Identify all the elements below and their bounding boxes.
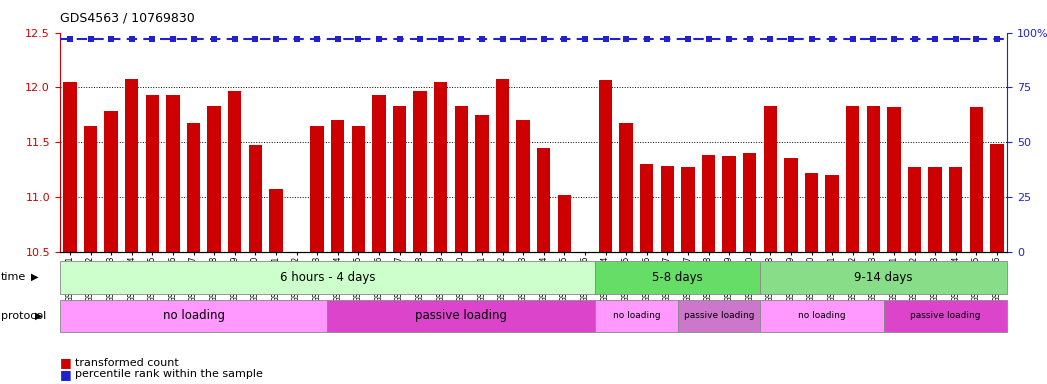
Bar bbox=[63, 82, 76, 252]
Text: no loading: no loading bbox=[798, 311, 846, 320]
Bar bbox=[146, 95, 159, 252]
Bar bbox=[805, 173, 818, 252]
Bar bbox=[760, 300, 884, 332]
Text: percentile rank within the sample: percentile rank within the sample bbox=[75, 369, 263, 379]
Bar bbox=[186, 124, 200, 252]
Text: time: time bbox=[1, 272, 26, 282]
Text: passive loading: passive loading bbox=[416, 310, 508, 322]
Bar bbox=[990, 144, 1004, 252]
Bar bbox=[435, 82, 447, 252]
Bar bbox=[620, 124, 632, 252]
Text: 6 hours - 4 days: 6 hours - 4 days bbox=[280, 271, 375, 284]
Text: ▶: ▶ bbox=[35, 311, 42, 321]
Bar bbox=[373, 95, 385, 252]
Bar bbox=[722, 156, 736, 252]
Bar bbox=[867, 106, 881, 252]
Bar bbox=[60, 261, 596, 294]
Bar bbox=[846, 106, 860, 252]
Bar bbox=[393, 106, 406, 252]
Bar bbox=[596, 300, 677, 332]
Bar bbox=[701, 155, 715, 252]
Bar bbox=[328, 300, 596, 332]
Bar bbox=[596, 261, 760, 294]
Bar bbox=[125, 79, 138, 252]
Text: ■: ■ bbox=[60, 368, 71, 381]
Bar bbox=[475, 115, 489, 252]
Text: 9-14 days: 9-14 days bbox=[854, 271, 913, 284]
Bar bbox=[537, 147, 551, 252]
Bar bbox=[496, 79, 509, 252]
Text: ■: ■ bbox=[60, 356, 71, 369]
Bar bbox=[929, 167, 942, 252]
Text: ▶: ▶ bbox=[31, 272, 39, 282]
Bar bbox=[311, 126, 324, 252]
Bar bbox=[784, 159, 798, 252]
Bar bbox=[60, 300, 328, 332]
Text: 5-8 days: 5-8 days bbox=[652, 271, 703, 284]
Bar bbox=[166, 95, 180, 252]
Text: transformed count: transformed count bbox=[75, 358, 179, 368]
Bar bbox=[743, 153, 756, 252]
Bar bbox=[908, 167, 921, 252]
Bar bbox=[640, 164, 653, 252]
Bar bbox=[454, 106, 468, 252]
Text: passive loading: passive loading bbox=[684, 311, 754, 320]
Bar bbox=[887, 107, 900, 252]
Bar bbox=[949, 167, 962, 252]
Text: protocol: protocol bbox=[1, 311, 46, 321]
Bar bbox=[884, 300, 1007, 332]
Bar bbox=[207, 106, 221, 252]
Text: no loading: no loading bbox=[162, 310, 224, 322]
Bar bbox=[970, 107, 983, 252]
Bar bbox=[760, 261, 1007, 294]
Text: no loading: no loading bbox=[612, 311, 661, 320]
Bar bbox=[677, 300, 760, 332]
Bar bbox=[682, 167, 694, 252]
Bar bbox=[558, 195, 571, 252]
Bar bbox=[269, 189, 283, 252]
Bar bbox=[352, 126, 365, 252]
Bar bbox=[661, 166, 674, 252]
Bar bbox=[249, 146, 262, 252]
Text: passive loading: passive loading bbox=[910, 311, 981, 320]
Bar bbox=[331, 120, 344, 252]
Bar bbox=[414, 91, 427, 252]
Bar bbox=[516, 120, 530, 252]
Bar bbox=[105, 111, 118, 252]
Bar bbox=[763, 106, 777, 252]
Bar bbox=[599, 80, 612, 252]
Text: GDS4563 / 10769830: GDS4563 / 10769830 bbox=[60, 12, 195, 25]
Bar bbox=[825, 175, 839, 252]
Bar bbox=[228, 91, 242, 252]
Bar bbox=[84, 126, 97, 252]
